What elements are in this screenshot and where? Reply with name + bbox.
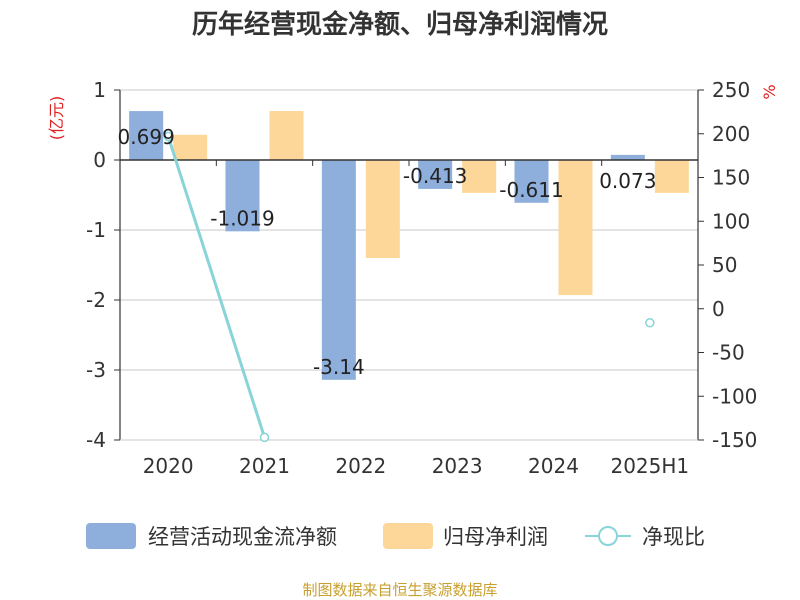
bar-profit xyxy=(365,160,400,258)
right-axis-unit: % xyxy=(760,84,779,99)
bar-profit xyxy=(269,111,304,160)
bar-cashflow xyxy=(610,154,645,160)
bar-cashflow xyxy=(514,160,549,203)
data-label: 0.699 xyxy=(118,125,175,149)
left-tick-label: -2 xyxy=(86,288,106,312)
ratio-point xyxy=(645,318,655,328)
data-label: -3.14 xyxy=(313,355,365,379)
legend-swatch xyxy=(86,523,136,549)
data-label: 0.073 xyxy=(599,169,656,193)
right-tick-label: 150 xyxy=(712,166,750,190)
right-tick-label: 0 xyxy=(712,297,725,321)
right-tick-label: 100 xyxy=(712,209,750,233)
right-tick-label: -100 xyxy=(712,384,757,408)
x-tick-label: 2021 xyxy=(239,454,290,478)
chart-title: 历年经营现金净额、归母净利润情况 xyxy=(192,9,608,40)
left-tick-label: 0 xyxy=(93,148,106,172)
bar-cashflow xyxy=(225,160,260,232)
bar-cashflow xyxy=(321,160,356,380)
ratio-point xyxy=(163,131,173,142)
bar-cashflow xyxy=(418,160,453,189)
data-label: -0.413 xyxy=(403,164,467,188)
x-tick-label: 2020 xyxy=(143,454,194,478)
bar-profit xyxy=(654,160,689,193)
bar-profit xyxy=(558,160,593,296)
left-axis-unit: (亿元) xyxy=(47,96,66,141)
right-tick-label: -50 xyxy=(712,341,745,365)
bar-profit xyxy=(462,160,497,193)
right-tick-label: 50 xyxy=(712,253,737,277)
right-tick-label: 250 xyxy=(712,78,750,102)
legend-label: 经营活动现金流净额 xyxy=(148,525,337,549)
left-tick-label: -4 xyxy=(86,428,106,452)
bars xyxy=(129,111,689,380)
source-note: 制图数据来自恒生聚源数据库 xyxy=(302,581,497,599)
left-tick-label: -1 xyxy=(86,218,106,242)
x-tick-label: 2023 xyxy=(432,454,483,478)
axes: 1 0 -1 -2 -3 -4 250 200 150 100 50 0 -50 -100 -150 2020… xyxy=(86,78,757,478)
legend-swatch xyxy=(383,523,433,549)
ratio-line xyxy=(163,131,655,443)
ratio-line-segment xyxy=(166,135,266,438)
legend-label: 净现比 xyxy=(642,525,705,549)
right-tick-label: 200 xyxy=(712,122,750,146)
legend: 经营活动现金流净额 归母净利润 净现比 xyxy=(86,523,705,549)
left-tick-label: 1 xyxy=(93,78,106,102)
data-label: -0.611 xyxy=(499,178,563,202)
data-labels: 0.699 -1.019 -3.14 -0.413 -0.611 0.073 xyxy=(118,125,657,379)
data-label: -1.019 xyxy=(210,206,274,230)
x-tick-label: 2022 xyxy=(335,454,386,478)
right-tick-label: -150 xyxy=(712,428,757,452)
bar-cashflow xyxy=(129,111,164,160)
legend-marker xyxy=(598,526,618,546)
ratio-point xyxy=(259,432,270,443)
bar-profit xyxy=(173,134,208,160)
legend-label: 归母净利润 xyxy=(443,525,548,549)
left-tick-label: -3 xyxy=(86,358,106,382)
x-tick-label: 2024 xyxy=(528,454,579,478)
x-tick-label: 2025H1 xyxy=(610,454,689,478)
